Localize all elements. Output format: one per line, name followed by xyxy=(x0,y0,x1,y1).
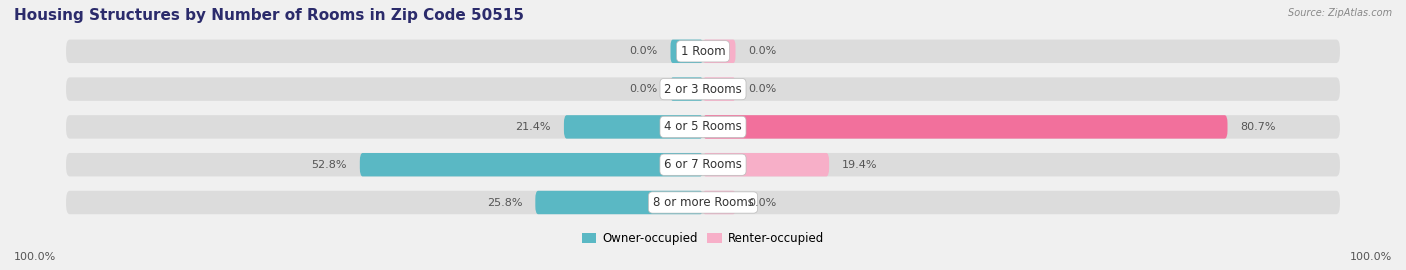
FancyBboxPatch shape xyxy=(703,153,830,176)
Text: 0.0%: 0.0% xyxy=(748,84,776,94)
Text: 21.4%: 21.4% xyxy=(516,122,551,132)
FancyBboxPatch shape xyxy=(66,191,1340,214)
Text: 8 or more Rooms: 8 or more Rooms xyxy=(652,196,754,209)
FancyBboxPatch shape xyxy=(703,40,735,63)
Text: 4 or 5 Rooms: 4 or 5 Rooms xyxy=(664,120,742,133)
Text: 1 Room: 1 Room xyxy=(681,45,725,58)
Text: 6 or 7 Rooms: 6 or 7 Rooms xyxy=(664,158,742,171)
FancyBboxPatch shape xyxy=(671,40,703,63)
FancyBboxPatch shape xyxy=(66,115,1340,139)
Text: 19.4%: 19.4% xyxy=(842,160,877,170)
Text: 80.7%: 80.7% xyxy=(1240,122,1277,132)
Legend: Owner-occupied, Renter-occupied: Owner-occupied, Renter-occupied xyxy=(578,227,828,249)
Text: 52.8%: 52.8% xyxy=(311,160,347,170)
Text: 0.0%: 0.0% xyxy=(748,197,776,208)
FancyBboxPatch shape xyxy=(671,77,703,101)
FancyBboxPatch shape xyxy=(66,40,1340,63)
FancyBboxPatch shape xyxy=(703,191,735,214)
Text: 0.0%: 0.0% xyxy=(748,46,776,56)
Text: 100.0%: 100.0% xyxy=(14,252,56,262)
FancyBboxPatch shape xyxy=(536,191,703,214)
FancyBboxPatch shape xyxy=(66,77,1340,101)
FancyBboxPatch shape xyxy=(703,77,735,101)
Text: 0.0%: 0.0% xyxy=(630,84,658,94)
Text: 0.0%: 0.0% xyxy=(630,46,658,56)
Text: 2 or 3 Rooms: 2 or 3 Rooms xyxy=(664,83,742,96)
FancyBboxPatch shape xyxy=(360,153,703,176)
Text: 100.0%: 100.0% xyxy=(1350,252,1392,262)
FancyBboxPatch shape xyxy=(703,115,1227,139)
Text: 25.8%: 25.8% xyxy=(486,197,522,208)
FancyBboxPatch shape xyxy=(66,153,1340,176)
Text: Source: ZipAtlas.com: Source: ZipAtlas.com xyxy=(1288,8,1392,18)
FancyBboxPatch shape xyxy=(564,115,703,139)
Text: Housing Structures by Number of Rooms in Zip Code 50515: Housing Structures by Number of Rooms in… xyxy=(14,8,524,23)
